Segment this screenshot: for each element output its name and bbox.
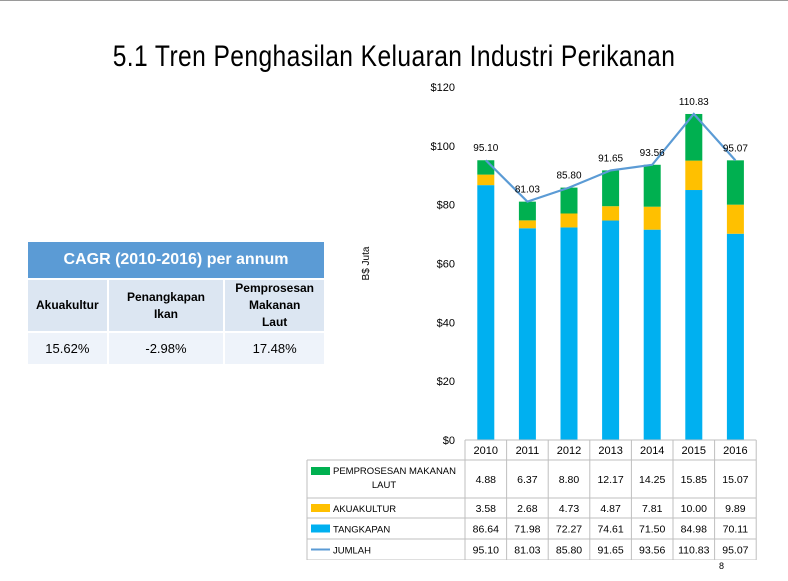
x-category-label: 2015 — [682, 445, 706, 457]
table-cell-value: 15.07 — [722, 474, 748, 486]
cagr-col-akuakultur: Akuakultur — [28, 279, 109, 333]
table-cell-value: 85.80 — [556, 545, 582, 557]
table-cell-value: 14.25 — [639, 474, 665, 486]
bar-akuakultur — [602, 206, 620, 221]
data-label-jumlah: 91.65 — [598, 153, 623, 164]
bar-pemprosesan-makanan-laut — [560, 187, 578, 214]
x-category-label: 2011 — [516, 445, 540, 457]
table-cell-value: 3.58 — [476, 503, 497, 515]
bar-pemprosesan-makanan-laut — [726, 160, 744, 205]
bar-tangkapan — [685, 190, 703, 440]
legend-swatch — [311, 467, 330, 475]
data-label-jumlah: 81.03 — [515, 185, 540, 196]
table-cell-value: 6.37 — [517, 474, 538, 486]
legend-label-tangkapan: TANGKAPAN — [333, 525, 390, 536]
legend-swatch — [311, 524, 330, 533]
table-cell-value: 71.98 — [514, 524, 540, 536]
bar-tangkapan — [602, 220, 620, 440]
table-cell-value: 95.07 — [722, 545, 748, 557]
cagr-value-akuakultur: 15.62% — [28, 332, 109, 364]
table-cell-value: 7.81 — [642, 503, 663, 515]
y-tick-label: $20 — [437, 376, 455, 388]
legend-label-pemprosesan: LAUT — [372, 480, 396, 491]
legend-label-akuakultur: AKUAKULTUR — [333, 504, 396, 515]
bar-akuakultur — [643, 206, 661, 230]
bar-akuakultur — [726, 204, 744, 234]
bar-akuakultur — [685, 160, 703, 191]
stacked-bar-chart: $0 $20 $40 $60 $80 $100 $120 B$ Juta 95.10 81.03 8… — [306, 82, 757, 560]
table-cell-value: 70.11 — [723, 524, 749, 536]
table-cell-value: 81.03 — [514, 545, 540, 557]
y-tick-label: $80 — [437, 200, 455, 212]
x-category-label: 2013 — [598, 445, 622, 457]
y-axis-label: B$ Juta — [361, 246, 372, 280]
table-cell-value: 86.64 — [473, 524, 499, 536]
cagr-col-pemprosesan: Pemprosesan Makanan Laut — [224, 279, 324, 333]
table-cell-value: 4.87 — [600, 503, 621, 515]
legend-label-jumlah: JUMLAH — [333, 546, 371, 557]
cagr-col-penangkapan: Penangkapan Ikan — [107, 279, 226, 333]
data-label-jumlah: 95.07 — [723, 143, 748, 154]
table-cell-value: 8.80 — [559, 474, 580, 486]
table-cell-value: 93.56 — [639, 545, 665, 557]
table-cell-value: 4.73 — [559, 503, 580, 515]
legend-label-pemprosesan: PEMPROSESAN MAKANAN — [333, 466, 456, 477]
bar-akuakultur — [518, 220, 536, 229]
x-category-label: 2010 — [474, 445, 498, 457]
page-number: 8 — [719, 561, 725, 571]
bar-pemprosesan-makanan-laut — [685, 113, 703, 161]
bar-tangkapan — [560, 227, 578, 440]
table-cell-value: 71.50 — [639, 524, 665, 536]
table-cell-value: 12.17 — [597, 474, 623, 486]
table-cell-value: 95.10 — [473, 545, 499, 557]
data-label-jumlah: 95.10 — [473, 143, 498, 154]
table-cell-value: 9.89 — [725, 503, 746, 515]
cagr-value-pemprosesan: 17.48% — [224, 332, 324, 364]
table-cell-value: 110.83 — [678, 545, 709, 557]
y-tick-label: $0 — [443, 435, 455, 447]
table-cell-value: 15.85 — [681, 474, 707, 486]
x-category-label: 2016 — [723, 445, 747, 457]
bar-pemprosesan-makanan-laut — [643, 164, 661, 207]
y-tick-label: $40 — [437, 317, 455, 329]
cagr-table-title: CAGR (2010-2016) per annum — [28, 242, 324, 280]
slide-title: 5.1 Tren Penghasilan Keluaran Industri P… — [112, 40, 676, 73]
legend-swatch — [311, 504, 330, 512]
line-jumlah — [485, 112, 737, 203]
bar-pemprosesan-makanan-laut — [602, 170, 620, 207]
bar-pemprosesan-makanan-laut — [518, 201, 536, 221]
y-tick-label: $100 — [431, 141, 455, 153]
x-category-label: 2014 — [640, 445, 664, 457]
cagr-table: CAGR (2010-2016) per annum Akuakultur Pe… — [28, 242, 324, 364]
y-tick-label: $60 — [437, 259, 455, 271]
bar-akuakultur — [560, 213, 578, 228]
table-cell-value: 2.68 — [517, 503, 538, 515]
table-cell-value: 10.00 — [681, 503, 707, 515]
table-cell-value: 72.27 — [556, 524, 582, 536]
bar-tangkapan — [726, 233, 744, 440]
y-tick-label: $120 — [431, 82, 455, 94]
table-cell-value: 84.98 — [681, 524, 707, 536]
cagr-value-penangkapan: -2.98% — [107, 332, 226, 364]
table-cell-value: 4.88 — [476, 474, 497, 486]
data-label-jumlah: 110.83 — [679, 97, 709, 108]
bar-tangkapan — [643, 229, 661, 440]
bar-tangkapan — [518, 228, 536, 440]
data-label-jumlah: 93.56 — [640, 148, 665, 159]
bar-akuakultur — [477, 174, 495, 186]
table-cell-value: 74.61 — [597, 524, 623, 536]
x-category-label: 2012 — [557, 445, 581, 457]
top-rule — [0, 0, 788, 1]
bar-tangkapan — [477, 185, 495, 440]
table-cell-value: 91.65 — [597, 545, 623, 557]
data-label-jumlah: 85.80 — [556, 171, 581, 182]
